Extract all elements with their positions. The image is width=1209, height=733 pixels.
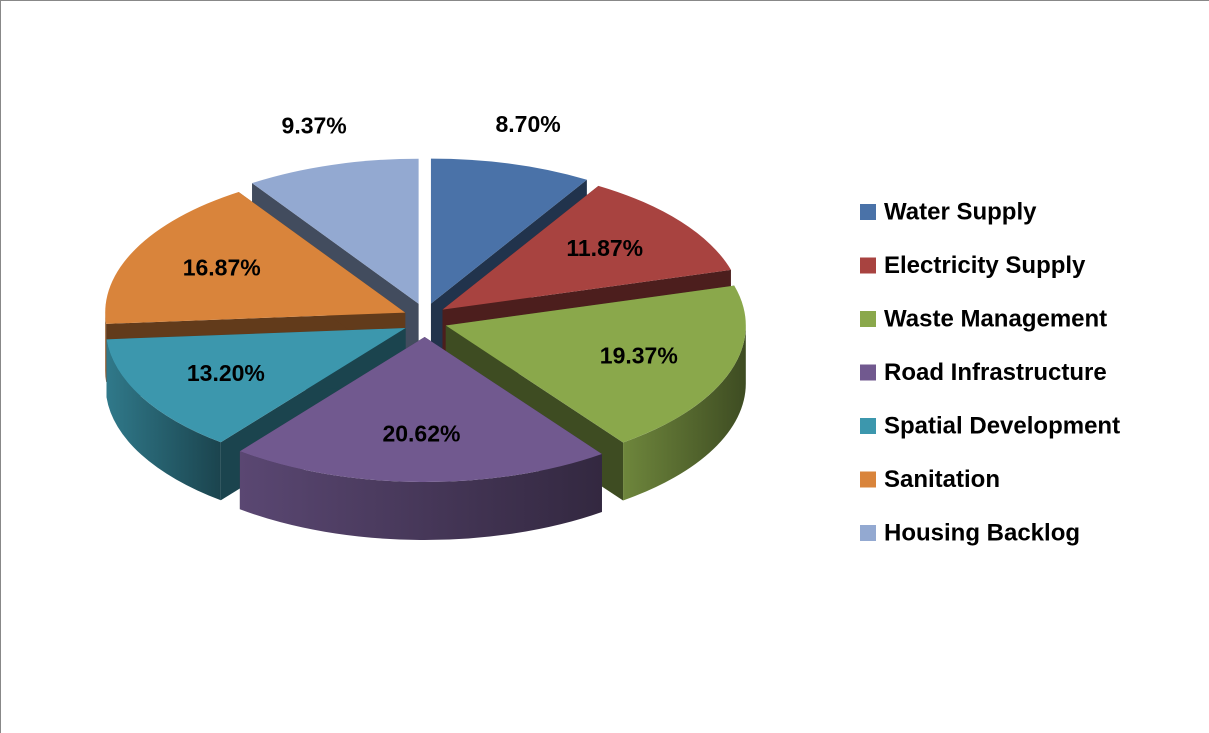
data-label: 11.87% xyxy=(566,235,643,261)
slice xyxy=(239,337,602,541)
slice-top xyxy=(430,158,587,304)
legend-swatch xyxy=(860,311,876,327)
legend-swatch xyxy=(860,257,876,274)
legend-swatch xyxy=(860,204,876,220)
slice-top xyxy=(442,185,731,310)
slice-wall xyxy=(105,312,107,382)
legend-label: Housing Backlog xyxy=(884,519,1080,546)
slice-top xyxy=(105,191,406,324)
legend-label: Water Supply xyxy=(884,198,1037,225)
data-label: 9.37% xyxy=(282,112,347,138)
data-label: 20.62% xyxy=(382,421,460,447)
data-label: 19.37% xyxy=(600,343,678,369)
legend-label: Sanitation xyxy=(884,466,1000,493)
slice-wall xyxy=(623,325,746,501)
data-label: 13.20% xyxy=(187,360,265,386)
legend-swatch xyxy=(860,364,876,381)
slice-top xyxy=(239,337,602,483)
data-label: 8.70% xyxy=(496,111,561,137)
legend-label: Electricity Supply xyxy=(884,252,1086,279)
slice-top xyxy=(445,285,746,443)
legend-label: Spatial Development xyxy=(884,412,1120,439)
legend-swatch xyxy=(860,471,876,488)
data-label: 16.87% xyxy=(183,255,261,281)
slice-wall xyxy=(106,339,221,501)
slice-top xyxy=(106,328,406,443)
legend-swatch xyxy=(860,418,876,434)
legend-swatch xyxy=(860,525,876,541)
legend-label: Road Infrastructure xyxy=(884,359,1107,386)
slice-wall xyxy=(239,451,602,541)
slice-top xyxy=(252,158,419,304)
legend-label: Waste Management xyxy=(884,305,1107,332)
